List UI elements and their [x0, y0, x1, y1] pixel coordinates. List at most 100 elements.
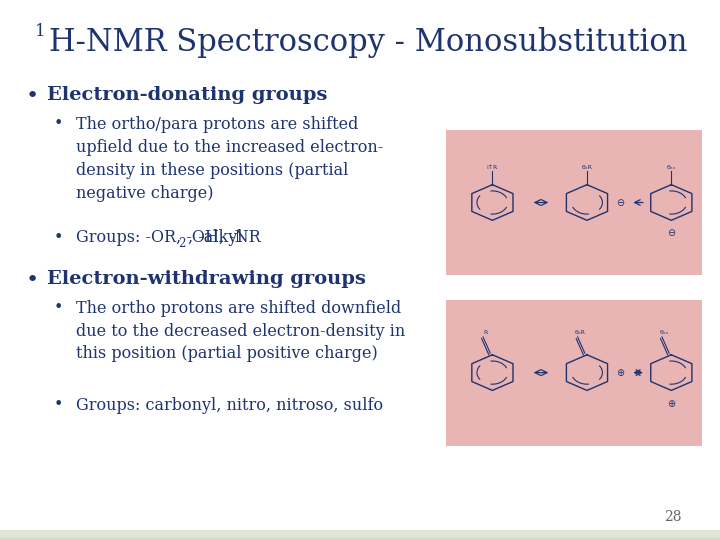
Bar — [0, 535, 720, 539]
Bar — [0, 532, 720, 537]
Text: •: • — [54, 116, 63, 131]
Bar — [0, 534, 720, 538]
Bar — [0, 535, 720, 539]
Bar — [0, 532, 720, 537]
Bar — [0, 531, 720, 536]
Bar — [0, 534, 720, 538]
Text: •: • — [25, 86, 38, 106]
Bar — [0, 535, 720, 539]
Bar — [0, 534, 720, 538]
Bar — [0, 533, 720, 537]
Text: 1: 1 — [35, 23, 45, 40]
Bar — [0, 533, 720, 537]
Bar — [0, 534, 720, 538]
Text: 2: 2 — [179, 237, 186, 249]
Text: 28: 28 — [665, 510, 682, 524]
Bar — [0, 535, 720, 540]
Bar — [0, 534, 720, 538]
Bar — [0, 532, 720, 537]
Bar — [0, 531, 720, 536]
Text: H-NMR Spectroscopy - Monosubstitution: H-NMR Spectroscopy - Monosubstitution — [49, 27, 688, 58]
Text: •: • — [54, 300, 63, 315]
Bar — [0, 533, 720, 537]
Bar — [0, 531, 720, 536]
Text: Electron-donating groups: Electron-donating groups — [47, 86, 327, 104]
Bar — [0, 535, 720, 539]
Bar — [0, 533, 720, 537]
Bar — [0, 534, 720, 538]
Text: , -alkyl: , -alkyl — [188, 230, 242, 246]
Bar — [0, 535, 720, 539]
Bar — [0, 535, 720, 539]
Bar — [0, 533, 720, 537]
Bar — [0, 534, 720, 539]
Bar — [0, 532, 720, 537]
Bar — [0, 531, 720, 536]
Text: θₓR: θₓR — [575, 330, 585, 335]
Text: ⊕: ⊕ — [667, 399, 675, 409]
Bar — [0, 534, 720, 538]
Bar — [0, 532, 720, 537]
Bar — [0, 535, 720, 539]
Text: θₓₓ: θₓₓ — [660, 330, 669, 335]
Bar — [0, 532, 720, 537]
Bar — [0, 532, 720, 536]
Bar — [0, 533, 720, 538]
Bar — [0, 532, 720, 537]
Bar — [0, 532, 720, 537]
Bar — [0, 535, 720, 539]
Bar — [0, 536, 720, 540]
Bar — [0, 532, 720, 537]
Bar — [0, 532, 720, 536]
Bar — [0, 536, 720, 540]
Bar — [0, 535, 720, 540]
Bar — [0, 535, 720, 539]
Bar — [0, 534, 720, 538]
Bar — [0, 532, 720, 536]
Bar — [0, 532, 720, 537]
Bar — [446, 130, 702, 275]
Bar — [0, 532, 720, 537]
Bar — [0, 531, 720, 536]
Text: i↑R: i↑R — [487, 165, 498, 170]
Bar — [0, 531, 720, 536]
Bar — [0, 534, 720, 539]
Bar — [0, 535, 720, 540]
Bar — [0, 533, 720, 537]
Bar — [0, 533, 720, 537]
Bar — [0, 535, 720, 539]
Bar — [0, 535, 720, 539]
Bar — [0, 534, 720, 539]
Bar — [0, 532, 720, 537]
Text: ⊖: ⊖ — [667, 228, 675, 239]
Bar — [0, 535, 720, 540]
Bar — [0, 534, 720, 538]
Text: Groups: -OR, -OH, -NR: Groups: -OR, -OH, -NR — [76, 230, 261, 246]
Text: R: R — [483, 330, 487, 335]
Bar — [0, 534, 720, 538]
Bar — [0, 534, 720, 538]
Bar — [0, 531, 720, 536]
Bar — [0, 531, 720, 536]
Bar — [0, 535, 720, 539]
Bar — [0, 534, 720, 538]
Bar — [0, 534, 720, 538]
Bar — [0, 531, 720, 536]
Bar — [0, 535, 720, 539]
Text: •: • — [54, 397, 63, 412]
Bar — [0, 535, 720, 539]
Bar — [0, 531, 720, 536]
Bar — [0, 532, 720, 536]
Bar — [0, 531, 720, 536]
Bar — [0, 534, 720, 538]
Bar — [0, 535, 720, 540]
Bar — [0, 532, 720, 537]
Bar — [0, 533, 720, 538]
Bar — [0, 535, 720, 539]
Bar — [446, 300, 702, 446]
Bar — [0, 534, 720, 538]
Bar — [0, 535, 720, 539]
Bar — [0, 532, 720, 536]
Bar — [0, 535, 720, 539]
Bar — [0, 534, 720, 539]
